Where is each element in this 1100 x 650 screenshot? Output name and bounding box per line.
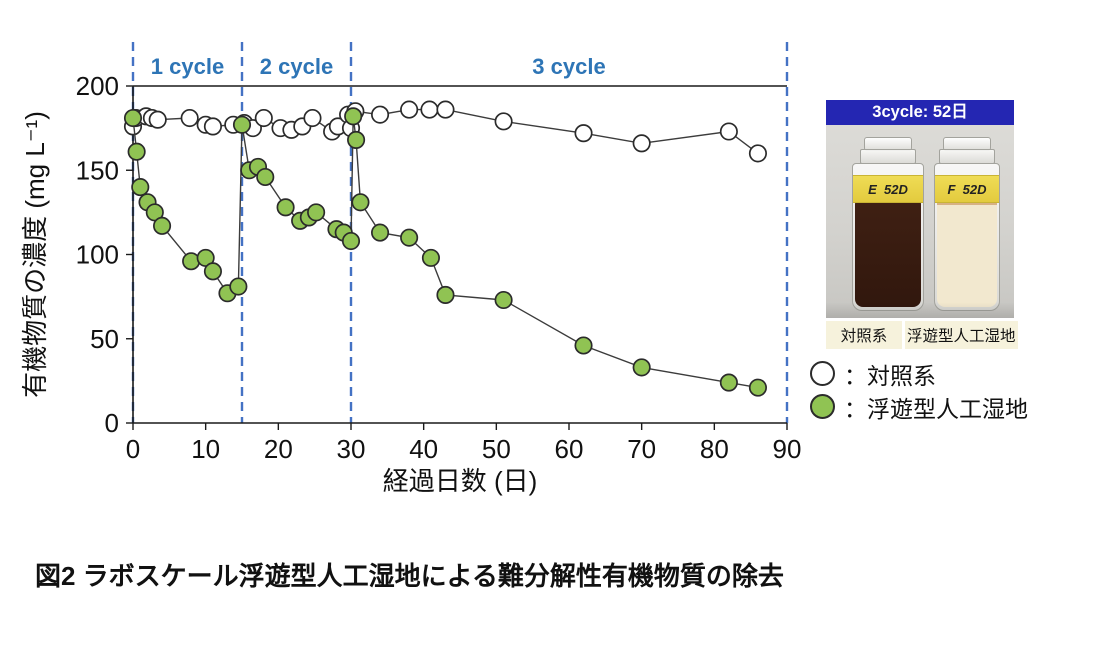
filled-circle-marker	[810, 394, 835, 419]
y-tick-label: 50	[90, 324, 119, 354]
data-point-wetland	[574, 336, 593, 355]
cycle-annotation: 2 cycle	[260, 54, 333, 79]
data-point-wetland	[494, 290, 513, 310]
y-tick-label: 100	[76, 240, 119, 270]
cycle-annotation: 3 cycle	[532, 54, 605, 79]
data-point-wetland	[436, 285, 455, 304]
organic-matter-chart: 0 50 100 150 200 0 10 20 30 40 50 60 70 80 90 経過日数 (日) 有…	[20, 42, 802, 496]
data-point-wetland	[371, 223, 390, 242]
legend-item-control: ：対照系	[810, 357, 1028, 390]
data-point-control	[632, 134, 651, 153]
vial-wetland: F 52D	[934, 137, 1000, 313]
vial-collar	[939, 149, 995, 164]
data-point-wetland	[421, 248, 440, 267]
x-tick-label: 60	[555, 434, 584, 464]
data-point-control	[494, 112, 513, 131]
legend-label-wetland: 浮遊型人工湿地	[867, 395, 1028, 422]
legend-item-wetland: ：浮遊型人工湿地	[810, 390, 1028, 423]
x-tick-label: 0	[126, 434, 140, 464]
data-point-wetland	[719, 373, 738, 392]
data-point-wetland	[256, 167, 275, 187]
data-point-wetland	[632, 358, 651, 377]
x-tick-label: 50	[482, 434, 511, 464]
data-point-wetland	[203, 262, 222, 281]
legend-label: ：対照系	[844, 357, 936, 391]
x-tick-label: 70	[627, 434, 656, 464]
figure-caption: 図2 ラボスケール浮遊型人工湿地による難分解性有機物質の除去	[35, 561, 784, 591]
inset-captions: 対照系 浮遊型人工湿地	[826, 321, 1018, 349]
y-tick-label: 200	[76, 71, 119, 101]
data-point-wetland	[182, 252, 201, 271]
data-point-wetland	[276, 198, 295, 217]
data-point-wetland	[127, 142, 146, 161]
vial-collar	[860, 149, 916, 164]
data-point-wetland	[232, 115, 252, 134]
legend-colon: ：	[844, 395, 867, 422]
data-point-control	[748, 144, 767, 163]
vial-liquid-dark	[855, 202, 921, 307]
legend-label-control: 対照系	[867, 362, 936, 389]
data-point-wetland	[131, 178, 150, 197]
data-point-control	[420, 100, 439, 119]
inset-caption-control: 対照系	[826, 321, 902, 349]
data-point-control	[180, 108, 199, 128]
data-point-wetland	[344, 107, 363, 126]
vial-body: F 52D	[934, 163, 1000, 311]
x-tick-label: 30	[337, 434, 366, 464]
y-axis-title: 有機物質の濃度 (mg L⁻¹)	[20, 111, 50, 398]
liquid-surface-line	[937, 202, 997, 205]
data-point-control	[400, 100, 419, 119]
inset-photo: E 52D F 52D	[826, 125, 1014, 318]
legend-colon: ：	[844, 362, 867, 389]
x-tick-label: 20	[264, 434, 293, 464]
vial-label: E 52D	[853, 175, 923, 203]
data-point-control	[371, 105, 390, 124]
data-point-control	[148, 110, 167, 129]
inset-caption-wetland: 浮遊型人工湿地	[905, 321, 1018, 349]
vial-label-text: F 52D	[947, 181, 987, 197]
wetland-series-line	[132, 116, 759, 389]
data-point-control	[574, 124, 593, 143]
vial-control: E 52D	[852, 137, 924, 313]
cycle-annotation: 1 cycle	[151, 54, 224, 79]
vial-label: F 52D	[935, 175, 999, 203]
data-point-wetland	[153, 216, 172, 235]
x-tick-label: 40	[409, 434, 438, 464]
x-tick-label: 10	[191, 434, 220, 464]
y-tick-label: 0	[105, 408, 119, 438]
data-point-wetland	[341, 231, 361, 251]
data-point-control	[203, 117, 222, 136]
data-point-wetland	[748, 378, 767, 397]
x-tick-label: 90	[773, 434, 802, 464]
vial-body: E 52D	[852, 163, 924, 311]
legend-label: ：浮遊型人工湿地	[844, 390, 1028, 424]
data-point-control	[436, 100, 455, 119]
chart-legend: ：対照系 ：浮遊型人工湿地	[810, 357, 1028, 423]
open-circle-marker	[810, 361, 835, 386]
data-point-wetland	[123, 108, 143, 128]
vial-liquid-pale	[937, 202, 997, 307]
data-point-control	[254, 108, 273, 128]
data-point-control	[719, 122, 738, 141]
x-tick-label: 80	[700, 434, 729, 464]
data-point-wetland	[347, 130, 366, 149]
vial-label-text: E 52D	[868, 181, 908, 197]
inset-header: 3cycle: 52日	[826, 100, 1014, 125]
data-point-wetland	[351, 193, 370, 212]
y-tick-label: 150	[76, 155, 119, 185]
photo-inset: 3cycle: 52日 E 52D F	[826, 100, 1018, 349]
data-point-wetland	[229, 277, 248, 296]
data-point-wetland	[307, 203, 326, 222]
data-point-wetland	[400, 228, 419, 247]
x-axis-title: 経過日数 (日)	[383, 466, 538, 496]
data-point-control	[303, 108, 322, 128]
